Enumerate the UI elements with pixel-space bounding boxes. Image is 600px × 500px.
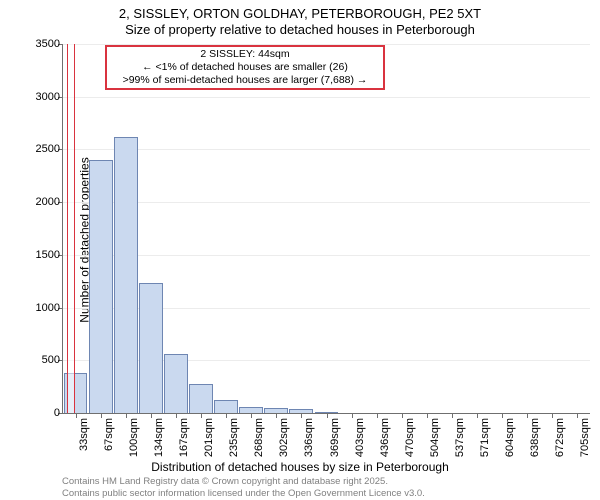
- gridline-h: [63, 149, 590, 150]
- xtick-label: 100sqm: [128, 418, 140, 458]
- xtick-mark: [477, 413, 478, 418]
- callout-line2: ← <1% of detached houses are smaller (26…: [110, 61, 380, 74]
- histogram-bar: [114, 137, 138, 413]
- xtick-label: 672sqm: [554, 418, 566, 458]
- xtick-label: 604sqm: [504, 418, 516, 458]
- histogram-bar: [139, 283, 163, 413]
- chart-title-line1: 2, SISSLEY, ORTON GOLDHAY, PETERBOROUGH,…: [0, 6, 600, 21]
- xtick-mark: [427, 413, 428, 418]
- gridline-h: [63, 97, 590, 98]
- xtick-label: 436sqm: [379, 418, 391, 458]
- xtick-label: 369sqm: [329, 418, 341, 458]
- callout-line1: 2 SISSLEY: 44sqm: [110, 48, 380, 61]
- xtick-label: 302sqm: [278, 418, 290, 458]
- xtick-mark: [76, 413, 77, 418]
- xtick-mark: [101, 413, 102, 418]
- xtick-label: 235sqm: [228, 418, 240, 458]
- xtick-mark: [352, 413, 353, 418]
- xtick-label: 167sqm: [178, 418, 190, 458]
- xtick-label: 571sqm: [479, 418, 491, 458]
- xtick-label: 638sqm: [529, 418, 541, 458]
- ytick-label: 3000: [26, 91, 60, 103]
- xtick-label: 537sqm: [454, 418, 466, 458]
- xtick-label: 403sqm: [354, 418, 366, 458]
- xtick-label: 504sqm: [429, 418, 441, 458]
- chart-title-line2: Size of property relative to detached ho…: [0, 22, 600, 37]
- footer-line2: Contains public sector information licen…: [62, 488, 425, 499]
- ytick-label: 2500: [26, 143, 60, 155]
- highlight-marker: [67, 44, 75, 413]
- plot-area: 33sqm67sqm100sqm134sqm167sqm201sqm235sqm…: [62, 44, 590, 414]
- xtick-label: 201sqm: [203, 418, 215, 458]
- xtick-label: 134sqm: [153, 418, 165, 458]
- xtick-mark: [201, 413, 202, 418]
- xtick-label: 268sqm: [253, 418, 265, 458]
- ytick-label: 0: [26, 407, 60, 419]
- x-axis-label: Distribution of detached houses by size …: [0, 460, 600, 474]
- xtick-label: 470sqm: [404, 418, 416, 458]
- gridline-h: [63, 202, 590, 203]
- xtick-mark: [452, 413, 453, 418]
- footer-line1: Contains HM Land Registry data © Crown c…: [62, 476, 388, 487]
- histogram-bar: [89, 160, 113, 413]
- xtick-mark: [377, 413, 378, 418]
- xtick-mark: [402, 413, 403, 418]
- ytick-label: 2000: [26, 196, 60, 208]
- ytick-label: 1500: [26, 249, 60, 261]
- xtick-mark: [176, 413, 177, 418]
- xtick-label: 336sqm: [303, 418, 315, 458]
- callout-line3: >99% of semi-detached houses are larger …: [110, 74, 380, 87]
- xtick-mark: [502, 413, 503, 418]
- histogram-bar: [189, 384, 213, 413]
- xtick-mark: [327, 413, 328, 418]
- ytick-label: 3500: [26, 38, 60, 50]
- xtick-mark: [151, 413, 152, 418]
- histogram-bar: [164, 354, 188, 413]
- callout-box: 2 SISSLEY: 44sqm← <1% of detached houses…: [105, 45, 385, 90]
- ytick-label: 1000: [26, 302, 60, 314]
- xtick-mark: [226, 413, 227, 418]
- ytick-label: 500: [26, 354, 60, 366]
- xtick-label: 33sqm: [78, 418, 90, 458]
- xtick-label: 67sqm: [103, 418, 115, 458]
- xtick-mark: [126, 413, 127, 418]
- gridline-h: [63, 255, 590, 256]
- histogram-bar: [214, 400, 238, 413]
- xtick-label: 705sqm: [579, 418, 591, 458]
